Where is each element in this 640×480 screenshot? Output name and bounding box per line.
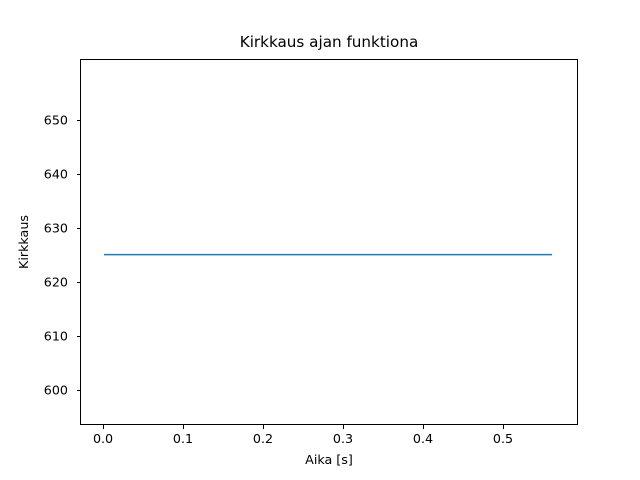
x-tick-label: 0.5 (492, 431, 514, 446)
x-tick-label: 0.0 (92, 431, 114, 446)
y-tick-mark (76, 119, 80, 121)
y-tick-mark (76, 281, 80, 283)
x-tick-mark (183, 425, 185, 429)
y-tick-label: 600 (43, 382, 68, 398)
x-axis-label: Aika [s] (305, 452, 353, 467)
x-tick-mark (103, 425, 105, 429)
y-tick-mark (76, 227, 80, 229)
y-tick-mark (76, 335, 80, 337)
y-tick-mark (76, 173, 80, 175)
plot-area (81, 60, 577, 424)
x-tick-mark (343, 425, 344, 429)
y-tick-mark (76, 389, 80, 391)
x-tick-mark (263, 425, 264, 429)
x-tick-mark (502, 425, 504, 429)
y-tick-label: 630 (43, 220, 68, 236)
x-tick-label: 0.3 (332, 431, 354, 446)
page-title: Kirkkaus ajan funktiona (239, 33, 419, 51)
x-tick-label: 0.4 (412, 431, 434, 446)
y-axis-label: Kirkkaus (16, 215, 31, 269)
x-tick-label: 0.1 (172, 431, 194, 446)
y-tick-label: 650 (43, 112, 68, 128)
x-tick-label: 0.2 (252, 431, 274, 446)
y-tick-label: 640 (43, 166, 68, 182)
data-series-line (103, 253, 553, 256)
x-tick-mark (422, 425, 424, 429)
y-tick-label: 610 (43, 328, 68, 344)
plot-axes (80, 59, 578, 425)
y-tick-label: 620 (43, 274, 68, 290)
